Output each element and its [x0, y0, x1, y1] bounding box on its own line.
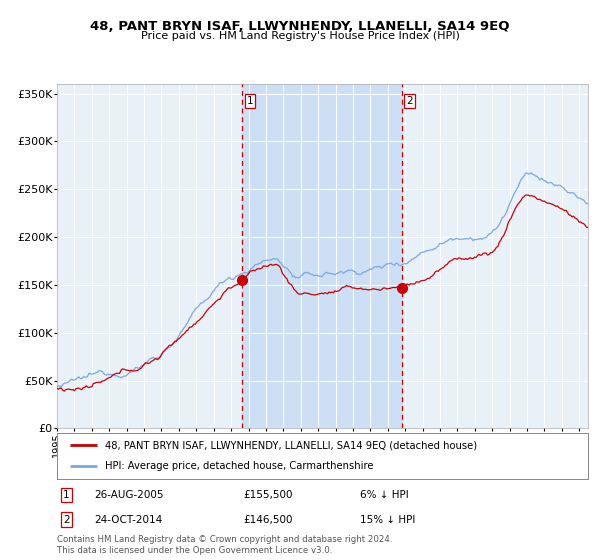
Text: HPI: Average price, detached house, Carmarthenshire: HPI: Average price, detached house, Carm…	[105, 461, 373, 472]
Text: 2: 2	[406, 96, 413, 106]
Text: 1: 1	[247, 96, 253, 106]
Bar	[242, 84, 402, 428]
Text: 15% ↓ HPI: 15% ↓ HPI	[359, 515, 415, 525]
Text: £155,500: £155,500	[243, 490, 292, 500]
Text: 6% ↓ HPI: 6% ↓ HPI	[359, 490, 409, 500]
Text: 48, PANT BRYN ISAF, LLWYNHENDY, LLANELLI, SA14 9EQ (detached house): 48, PANT BRYN ISAF, LLWYNHENDY, LLANELLI…	[105, 440, 477, 450]
Text: 2: 2	[63, 515, 70, 525]
Text: £146,500: £146,500	[243, 515, 292, 525]
Text: 24-OCT-2014: 24-OCT-2014	[94, 515, 163, 525]
Text: 26-AUG-2005: 26-AUG-2005	[94, 490, 164, 500]
Text: Contains HM Land Registry data © Crown copyright and database right 2024.
This d: Contains HM Land Registry data © Crown c…	[57, 535, 392, 555]
Text: 1: 1	[63, 490, 70, 500]
Text: Price paid vs. HM Land Registry's House Price Index (HPI): Price paid vs. HM Land Registry's House …	[140, 31, 460, 41]
Text: 48, PANT BRYN ISAF, LLWYNHENDY, LLANELLI, SA14 9EQ: 48, PANT BRYN ISAF, LLWYNHENDY, LLANELLI…	[90, 20, 510, 32]
